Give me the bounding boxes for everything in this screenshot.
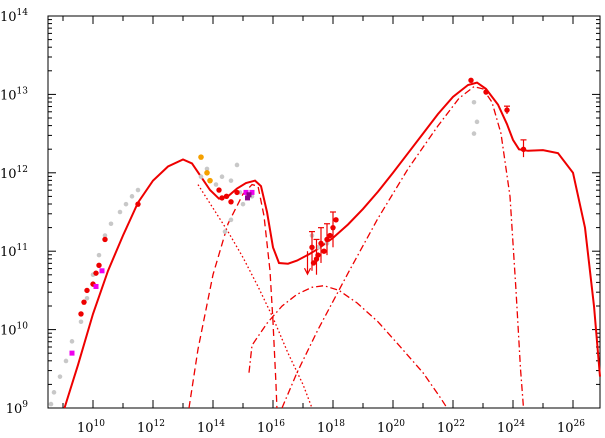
gray-point: [135, 187, 141, 193]
x-tick-label: 1024: [497, 419, 525, 436]
red-point: [330, 224, 336, 231]
gray-point: [234, 162, 240, 168]
orange-point: [207, 177, 213, 184]
red-point: [84, 287, 90, 294]
y-tick-label: 1014: [0, 8, 28, 25]
model-curve-dotted: [197, 184, 313, 409]
red-point: [309, 244, 315, 250]
red-point: [324, 236, 330, 243]
red-point: [483, 89, 489, 95]
purple-point: [246, 192, 252, 198]
y-tick-label: 1013: [0, 86, 28, 103]
red-point: [135, 201, 141, 207]
orange-point: [204, 170, 210, 176]
gray-point: [471, 131, 477, 136]
gray-point: [240, 201, 246, 207]
gray-point: [108, 221, 114, 227]
red-point: [327, 232, 333, 239]
gray-point: [78, 319, 84, 325]
red-point: [219, 195, 225, 201]
red-point: [234, 189, 240, 196]
magenta-point: [69, 350, 75, 356]
gray-point: [51, 390, 57, 395]
gray-point: [222, 229, 228, 234]
orange-point: [198, 154, 204, 160]
y-tick-label: 109: [6, 400, 29, 417]
red-point: [315, 252, 321, 258]
model-curves: [63, 81, 601, 409]
y-tick-label: 1011: [0, 243, 28, 260]
red-point: [96, 262, 102, 269]
gray-point: [57, 374, 63, 379]
x-tick-label: 1016: [257, 419, 285, 436]
magenta-point: [93, 283, 99, 289]
gray-point: [129, 194, 135, 199]
x-tick-label: 1012: [137, 419, 165, 436]
red-point: [102, 236, 108, 243]
red-point: [228, 199, 234, 205]
gray-point: [228, 217, 234, 223]
gray-point: [69, 339, 75, 344]
x-tick-label: 1010: [77, 419, 105, 436]
x-tick-label: 1022: [437, 419, 465, 436]
y-tick-label: 1012: [0, 165, 28, 182]
gray-point: [63, 358, 69, 364]
gray-point: [96, 252, 102, 258]
red-point: [216, 187, 222, 193]
model-curve-solid: [63, 81, 601, 409]
magenta-point: [243, 189, 249, 195]
model-curve-dashdot: [248, 285, 448, 409]
purple-point: [245, 195, 250, 201]
gray-point: [228, 178, 234, 183]
red-point: [504, 107, 510, 113]
gray-point: [471, 99, 477, 105]
gray-point: [204, 166, 210, 172]
red-point: [321, 248, 327, 254]
tick-marks: [48, 15, 600, 409]
gray-point: [213, 182, 219, 187]
red-point: [78, 311, 84, 317]
red-point: [468, 77, 474, 83]
y-tick-label: 1010: [0, 322, 28, 339]
red-point: [318, 240, 324, 247]
upper-limit-arrowhead: [303, 267, 312, 276]
model-curve-dashed: [188, 183, 278, 409]
red-point: [520, 146, 527, 152]
gray-point: [84, 295, 90, 301]
gray-point: [117, 209, 123, 215]
x-tick-label: 1020: [377, 419, 405, 436]
gray-point: [219, 174, 225, 180]
plot-frame: [47, 15, 601, 409]
red-point: [93, 270, 99, 276]
red-point: [333, 217, 339, 223]
red-point: [223, 193, 230, 200]
x-tick-label: 1018: [317, 419, 345, 436]
red-point: [81, 299, 87, 305]
gray-point: [48, 401, 54, 407]
model-curve-dashdot: [281, 85, 525, 409]
gray-point: [123, 201, 129, 207]
magenta-point: [249, 189, 255, 195]
x-tick-label: 1014: [197, 419, 225, 436]
red-point: [310, 260, 317, 266]
x-tick-label: 1026: [557, 419, 585, 436]
gray-point: [102, 233, 108, 238]
data-points: [48, 77, 527, 407]
gray-point: [198, 174, 204, 180]
tick-labels: 1010 1012 1014 1016 1018 1020 1022 1024 1026 109 1…: [0, 8, 585, 436]
magenta-point: [99, 268, 105, 274]
gray-point: [474, 119, 480, 125]
